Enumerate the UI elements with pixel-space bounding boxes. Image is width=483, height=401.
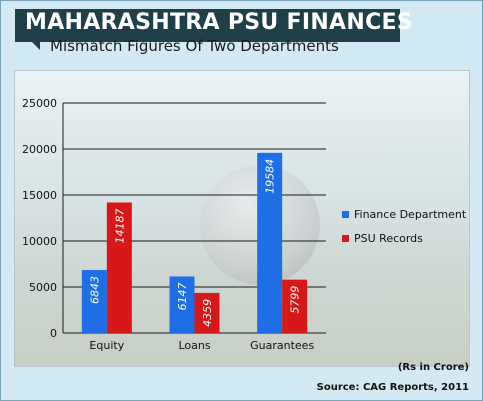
bar xyxy=(169,276,195,333)
title-banner xyxy=(15,9,400,42)
data-label: 14187 xyxy=(113,208,126,243)
chart-subtitle: Mismatch Figures Of Two Departments xyxy=(50,37,339,55)
data-label: 4359 xyxy=(201,299,214,327)
x-tick-label: Guarantees xyxy=(250,339,314,352)
legend-label: PSU Records xyxy=(354,232,423,245)
bar xyxy=(81,270,107,333)
legend-swatch xyxy=(342,211,349,218)
legend-swatch xyxy=(342,235,349,242)
data-label: 5799 xyxy=(289,286,302,314)
chart-title: MAHARASHTRA PSU FINANCES xyxy=(25,10,413,35)
y-tick-label: 10000 xyxy=(22,235,57,248)
bar xyxy=(106,202,132,333)
source-note: Source: CAG Reports, 2011 xyxy=(316,382,469,393)
bars xyxy=(81,152,308,333)
data-label: 6843 xyxy=(88,276,101,304)
title-banner-tail xyxy=(30,40,40,50)
data-label: 19584 xyxy=(264,159,277,194)
legend-label: Finance Department xyxy=(354,208,467,221)
y-tick-label: 0 xyxy=(50,327,57,340)
units-note: (Rs in Crore) xyxy=(397,362,469,373)
y-tick-label: 25000 xyxy=(22,97,57,110)
y-tick-label: 15000 xyxy=(22,189,57,202)
x-tick-label: Equity xyxy=(89,339,124,352)
y-tick-label: 5000 xyxy=(29,281,57,294)
bar xyxy=(257,152,283,333)
x-tick-label: Loans xyxy=(178,339,210,352)
axes: 0 5000 10000 15000 20000 25000 Equity Loans Guar… xyxy=(22,97,314,352)
data-label: 6147 xyxy=(176,282,189,310)
bar xyxy=(282,279,308,333)
data-labels: 6843 14187 6147 4359 19584 5799 xyxy=(88,159,301,327)
legend: Finance Department PSU Records xyxy=(342,208,467,245)
bar xyxy=(194,292,220,333)
y-tick-label: 20000 xyxy=(22,143,57,156)
